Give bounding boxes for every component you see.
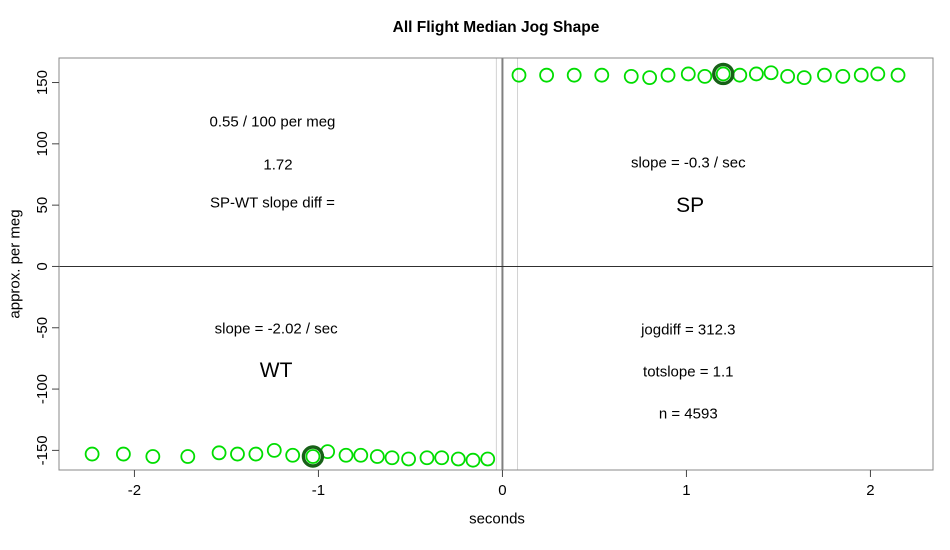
- data-point: [566, 67, 582, 83]
- annotation-n-count: n = 4593: [658, 405, 718, 423]
- data-point: [353, 447, 369, 463]
- y-tick-label: -150: [34, 435, 51, 465]
- plot-box: [58, 57, 934, 471]
- highlighted-point: [712, 62, 735, 86]
- data-point: [230, 446, 245, 462]
- data-point: [732, 67, 748, 83]
- y-tick-label: -100: [34, 374, 51, 404]
- data-point: [660, 67, 676, 83]
- annotation-jogdiff: jogdiff = 312.3: [641, 321, 736, 339]
- data-point: [401, 451, 417, 467]
- y-tick-label: 0: [34, 262, 51, 270]
- x-tick-label: 2: [866, 482, 874, 499]
- data-point: [796, 70, 812, 86]
- data-point: [748, 66, 764, 82]
- highlighted-point: [301, 445, 325, 468]
- annotation-slope-diff-value: 1.72: [263, 156, 293, 174]
- data-point: [853, 67, 869, 83]
- data-point: [285, 447, 301, 463]
- annotation-sp-slope: slope = -0.3 / sec: [630, 154, 746, 172]
- series-sp: [511, 65, 906, 86]
- data-point: [817, 67, 832, 83]
- annotation-wt-slope: slope = -2.02 / sec: [214, 320, 338, 338]
- data-point: [369, 449, 385, 464]
- data-point: [890, 67, 906, 83]
- data-point: [84, 446, 100, 462]
- data-point: [715, 66, 731, 82]
- data-point: [338, 447, 354, 463]
- x-tick-label: -2: [128, 482, 141, 499]
- data-point: [145, 449, 161, 464]
- y-tick-label: 50: [34, 197, 51, 214]
- chart-title: All Flight Median Jog Shape: [392, 19, 600, 36]
- label-wt-quadrant: WT: [259, 358, 293, 382]
- data-point: [180, 449, 196, 464]
- x-tick-label: 1: [682, 482, 690, 499]
- data-point: [835, 68, 851, 84]
- data-point: [419, 450, 435, 466]
- label-sp-quadrant: SP: [676, 194, 705, 218]
- data-point: [763, 65, 779, 81]
- data-point: [450, 451, 466, 467]
- data-point: [266, 442, 282, 458]
- data-point: [642, 70, 658, 86]
- annotation-per-meg-ratio: 0.55 / 100 per meg: [209, 113, 336, 131]
- data-point: [680, 66, 696, 82]
- data-point: [511, 67, 527, 83]
- data-point: [465, 452, 481, 468]
- annotation-totslope: totslope = 1.1: [643, 363, 734, 381]
- series-wt: [84, 442, 496, 468]
- x-tick-label: -1: [312, 482, 325, 499]
- data-point: [480, 451, 496, 467]
- data-point: [780, 68, 796, 84]
- annotation-slope-diff-label: SP-WT slope diff =: [209, 194, 335, 212]
- data-point: [116, 446, 131, 462]
- data-point: [384, 450, 400, 466]
- data-point: [434, 450, 450, 466]
- data-point: [870, 66, 886, 82]
- y-tick-label: 150: [34, 70, 51, 95]
- data-point: [211, 445, 227, 461]
- data-point: [623, 68, 639, 84]
- y-tick-label: -50: [34, 317, 51, 339]
- data-point: [594, 67, 610, 83]
- data-point: [248, 446, 264, 462]
- data-point: [697, 68, 713, 84]
- y-tick-label: 100: [34, 131, 51, 156]
- data-point: [305, 449, 321, 464]
- x-axis-label: seconds: [469, 510, 525, 528]
- y-axis-label: approx. per meg: [6, 209, 24, 319]
- x-tick-label: 0: [498, 482, 506, 499]
- data-point: [539, 67, 554, 83]
